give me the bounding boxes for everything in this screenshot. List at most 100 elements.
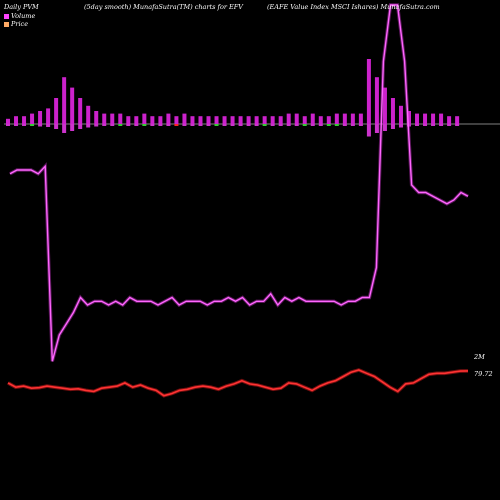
volume-bar <box>254 116 259 124</box>
volume-bar <box>182 113 187 124</box>
price-change-bar <box>423 124 428 126</box>
price-change-bar <box>222 124 227 126</box>
price-change-bar <box>415 124 420 126</box>
price-change-bar <box>246 124 251 126</box>
volume-bar <box>366 59 371 124</box>
volume-bar <box>126 116 131 124</box>
volume-bar <box>286 113 291 124</box>
volume-bar <box>439 113 444 124</box>
volume-bar <box>22 116 27 124</box>
price-change-bar <box>126 124 131 126</box>
price-change-bar <box>62 124 67 133</box>
volume-bar <box>6 118 10 124</box>
price-end-label: 79.72 <box>474 370 493 378</box>
volume-bar <box>86 105 91 124</box>
price-change-bar <box>22 124 27 126</box>
volume-bar <box>447 116 452 124</box>
price-change-bar <box>14 124 19 126</box>
price-change-bar <box>230 124 235 126</box>
price-change-bar <box>447 124 452 126</box>
volume-bar <box>190 116 195 124</box>
legend-volume: Volume <box>4 12 35 20</box>
volume-bar <box>30 113 35 124</box>
volume-bar <box>38 111 43 124</box>
price-change-bar <box>190 124 195 126</box>
volume-bar <box>262 116 267 124</box>
price-change-bar <box>326 124 331 126</box>
volume-bar <box>102 113 107 124</box>
price-change-bar <box>182 124 187 126</box>
price-change-bar <box>198 124 203 126</box>
volume-bar <box>407 111 411 124</box>
volume-bar <box>198 116 203 124</box>
volume-bar <box>455 116 460 124</box>
price-change-bar <box>374 124 379 133</box>
volume-bar <box>70 87 75 124</box>
volume-end-label: 2M <box>474 353 485 361</box>
header-middle: (5day smooth) MunafaSutra(TM) charts for… <box>84 3 243 11</box>
volume-bar <box>278 116 283 124</box>
price-change-bar <box>407 124 411 127</box>
price-change-bar <box>302 124 307 126</box>
price-change-bar <box>310 124 315 126</box>
legend-price-label: Price <box>11 20 29 28</box>
volume-bar <box>423 113 428 124</box>
volume-bar <box>142 113 147 124</box>
price-change-bar <box>134 124 139 126</box>
price-change-bar <box>150 124 155 126</box>
volume-bar <box>134 116 139 124</box>
volume-bar <box>358 113 363 124</box>
price-change-bar <box>142 124 147 126</box>
price-change-bar <box>70 124 75 131</box>
volume-bar <box>110 113 115 124</box>
price-change-bar <box>294 124 299 126</box>
volume-bar <box>118 113 123 124</box>
price-change-bar <box>46 124 51 127</box>
volume-bar <box>390 98 395 124</box>
volume-bar <box>206 116 211 124</box>
volume-bar <box>158 116 163 124</box>
volume-bar <box>14 116 19 124</box>
price-change-bar <box>238 124 243 126</box>
volume-bar <box>326 116 331 124</box>
price-change-bar <box>54 124 59 129</box>
price-change-bar <box>382 124 387 131</box>
volume-bar <box>374 77 379 124</box>
volume-bar <box>310 113 315 124</box>
price-change-bar <box>78 124 83 129</box>
volume-bar <box>54 98 59 124</box>
volume-bar <box>214 116 219 124</box>
volume-line-glow <box>9 3 469 362</box>
price-change-bar <box>254 124 259 126</box>
price-change-bar <box>166 124 171 126</box>
price-change-bar <box>6 124 10 126</box>
price-change-bar <box>318 124 323 126</box>
price-change-bar <box>206 124 211 126</box>
volume-bar <box>270 116 275 124</box>
price-change-bar <box>286 124 291 126</box>
price-change-bar <box>358 124 363 126</box>
header-right: (EAFE Value Index MSCI Ishares) MunafaSu… <box>267 3 440 11</box>
price-line <box>7 369 469 397</box>
price-change-bar <box>278 124 283 126</box>
volume-bar <box>238 116 243 124</box>
volume-bar <box>246 116 251 124</box>
price-change-bar <box>334 124 339 126</box>
price-change-bar <box>350 124 355 126</box>
legend-price: Price <box>4 20 28 28</box>
volume-bar <box>46 108 51 124</box>
legend-volume-label: Volume <box>11 12 36 20</box>
volume-bar <box>350 113 355 124</box>
price-change-bar <box>366 124 371 137</box>
volume-line <box>9 4 469 362</box>
price-change-bar <box>174 124 179 126</box>
volume-bar <box>302 116 307 124</box>
price-change-bar <box>342 124 347 126</box>
legend-volume-swatch <box>4 13 9 19</box>
volume-bar <box>94 111 99 124</box>
price-change-bar <box>270 124 275 126</box>
volume-bar <box>222 116 227 124</box>
volume-bar <box>166 113 171 124</box>
price-change-bar <box>390 124 395 129</box>
